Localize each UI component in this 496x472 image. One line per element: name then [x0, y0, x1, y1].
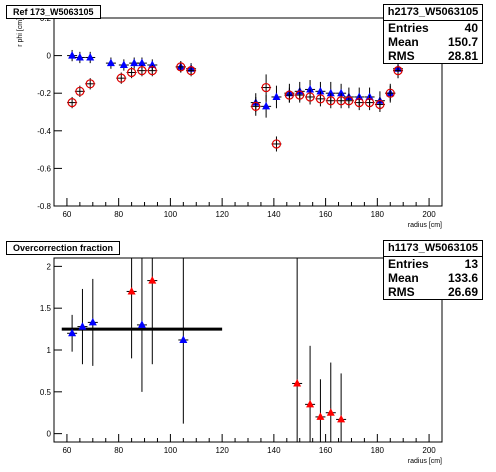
data-point [262, 101, 271, 110]
data-point [88, 317, 97, 326]
x-tick-label: 80 [114, 446, 123, 455]
x-axis-label: radius [cm] [408, 458, 442, 465]
x-tick-label: 100 [164, 446, 178, 455]
data-point [251, 101, 261, 111]
data-point [85, 79, 95, 89]
x-tick-label: 180 [371, 446, 385, 455]
x-axis-label: radius [cm] [408, 222, 442, 229]
x-tick-label: 80 [114, 210, 123, 219]
stats-mean-value: 133.6 [447, 271, 478, 285]
plot-title: Overcorrection fraction [6, 241, 121, 255]
data-point [385, 88, 395, 98]
bottom-pad: 60 80 100 120 140 160 180 200 0 0.5 1 1.5 2 radius [c… [0, 236, 496, 472]
x-tick-label: 140 [267, 446, 281, 455]
x-tick-label: 120 [215, 446, 229, 455]
stats-rms-label: RMS [388, 285, 415, 299]
stats-rms-value: 26.69 [447, 285, 478, 299]
data-point [130, 58, 139, 67]
x-tick-label: 180 [371, 210, 385, 219]
x-tick-label: 200 [422, 446, 436, 455]
data-point [272, 92, 281, 100]
stats-entries-label: Entries [388, 21, 429, 35]
stats-rms-value: 28.81 [447, 49, 478, 63]
data-point [316, 412, 325, 420]
data-point [305, 92, 315, 102]
data-point [86, 52, 95, 61]
stats-entries-label: Entries [388, 257, 429, 271]
stats-entries-value: 40 [464, 21, 478, 35]
y-tick-label: 0 [47, 52, 52, 61]
data-point [271, 139, 282, 149]
y-tick-label: -0.6 [37, 164, 51, 173]
y-tick-label: 2 [47, 262, 52, 271]
data-point [148, 60, 157, 68]
x-tick-label: 160 [319, 210, 333, 219]
data-point [137, 58, 146, 67]
y-tick-label: 0 [47, 430, 52, 439]
data-point [116, 73, 126, 83]
data-point [186, 66, 196, 76]
data-point [106, 58, 115, 67]
data-point [67, 97, 77, 108]
data-point [337, 88, 346, 97]
data-point [326, 96, 336, 106]
data-point [179, 335, 188, 343]
y-tick-label: -0.8 [37, 202, 51, 211]
data-point [127, 286, 136, 295]
stats-name: h1173_W5063105 [384, 241, 482, 257]
overcorrection-plot: 60 80 100 120 140 160 180 200 0 0.5 1 1.5 2 radius [c… [40, 257, 443, 465]
data-point [337, 414, 346, 423]
data-point [148, 276, 157, 284]
stats-mean-label: Mean [388, 35, 419, 49]
data-point [364, 97, 375, 108]
plot-title: Ref 173_W5063105 [6, 5, 101, 19]
y-tick-label: -0.4 [37, 127, 51, 136]
data-point [375, 99, 385, 110]
data-point [306, 84, 315, 93]
x-tick-label: 200 [422, 210, 436, 219]
data-point [284, 90, 294, 100]
data-point [293, 378, 302, 387]
stats-box: h1173_W5063105 Entries 13 Mean 133.6 RMS 26… [383, 240, 483, 300]
data-point [344, 96, 354, 106]
x-tick-label: 140 [267, 210, 281, 219]
stats-name: h2173_W5063105 [384, 5, 482, 21]
stats-mean-label: Mean [388, 271, 419, 285]
x-tick-label: 120 [215, 210, 229, 219]
data-point [127, 67, 137, 78]
data-point [137, 320, 146, 328]
x-tick-label: 60 [62, 210, 71, 219]
data-point [295, 90, 305, 100]
y-tick-label: 1.5 [40, 304, 52, 313]
data-point [147, 66, 157, 76]
data-point [306, 399, 315, 408]
x-tick-label: 60 [62, 446, 71, 455]
y-tick-label: 0.5 [40, 388, 52, 397]
data-point [68, 328, 77, 337]
data-point [119, 60, 128, 68]
top-pad: 6080100120140160180200-0.8-0.6-0.4-0.200… [6, 4, 483, 229]
data-point [68, 51, 77, 59]
data-point [75, 52, 84, 61]
data-point [316, 86, 325, 95]
x-tick-label: 160 [319, 446, 333, 455]
data-point [78, 322, 87, 330]
stats-box: h2173_W5063105 Entries 40 Mean 150.7 RMS 28… [383, 4, 483, 64]
y-axis-label: r phi [cm] [17, 18, 24, 47]
stats-entries-value: 13 [464, 257, 478, 271]
data-point [261, 82, 271, 93]
data-point [326, 88, 335, 97]
data-point [393, 66, 403, 76]
data-point [326, 408, 335, 416]
data-point [176, 62, 186, 72]
stats-mean-value: 150.7 [447, 35, 478, 49]
data-point [137, 66, 147, 76]
data-point [354, 97, 364, 108]
data-point [75, 86, 85, 96]
x-tick-label: 100 [164, 210, 178, 219]
y-tick-label: 1 [47, 346, 52, 355]
y-tick-label: -0.2 [37, 89, 51, 98]
stats-rms-label: RMS [388, 49, 415, 63]
data-point [315, 94, 326, 104]
